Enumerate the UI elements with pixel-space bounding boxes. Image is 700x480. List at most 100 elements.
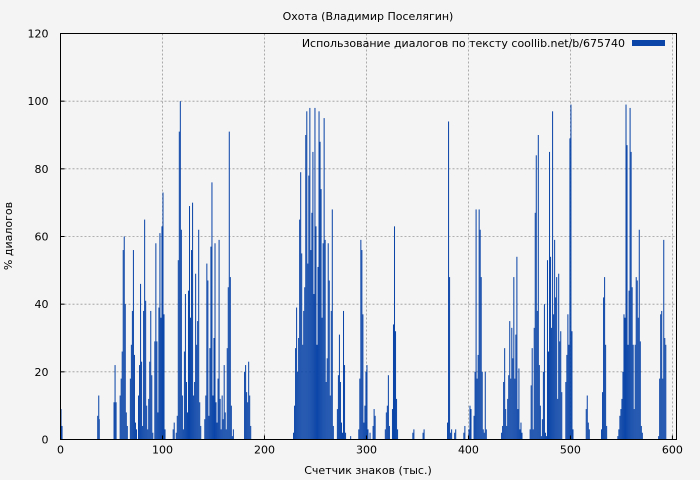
x-tick-label: 500 (560, 444, 581, 457)
bar (474, 371, 476, 440)
bar (635, 277, 637, 440)
bar (213, 338, 215, 440)
y-tick-label: 120 (28, 28, 49, 41)
bar (640, 425, 642, 440)
bar (98, 395, 100, 440)
bar (475, 209, 477, 440)
bar (450, 432, 452, 440)
bar (155, 243, 157, 440)
bar (141, 361, 143, 440)
bar (246, 392, 248, 440)
bar (392, 324, 394, 440)
bar (309, 107, 311, 440)
bar (97, 415, 99, 440)
bar (639, 341, 641, 440)
y-tick-label: 100 (28, 95, 49, 108)
bar (518, 368, 520, 440)
bar (620, 409, 622, 440)
bar (300, 172, 302, 440)
bar (586, 395, 588, 440)
bar (619, 415, 621, 440)
bar (149, 361, 151, 440)
bar (332, 425, 334, 440)
bar (224, 412, 226, 440)
bar (122, 250, 124, 440)
bar (336, 409, 338, 440)
bar (638, 229, 640, 440)
bar (345, 432, 347, 440)
bar (549, 151, 551, 440)
bar (311, 212, 313, 440)
bar (521, 432, 523, 440)
bar (318, 111, 320, 440)
bar (532, 429, 534, 440)
bar (175, 432, 177, 440)
bar (139, 365, 141, 440)
bar (622, 371, 624, 440)
bar (537, 135, 539, 440)
y-tick-label: 20 (35, 366, 49, 379)
bar (180, 229, 182, 440)
bar (553, 314, 555, 440)
bar (199, 402, 201, 440)
bar (316, 344, 318, 440)
bar (555, 297, 557, 440)
bar (324, 239, 326, 440)
bar (604, 277, 606, 440)
bar (329, 395, 331, 440)
bar (544, 432, 546, 440)
bar (219, 398, 221, 440)
bar (134, 422, 136, 440)
legend-swatch (632, 40, 665, 46)
bar (320, 189, 322, 440)
bar (138, 395, 140, 440)
bar (190, 317, 192, 440)
bar (463, 432, 465, 440)
bar (337, 375, 339, 440)
bar (531, 348, 533, 440)
bar (508, 375, 510, 440)
bar (601, 429, 603, 440)
bar (185, 381, 187, 440)
bar (374, 415, 376, 440)
bar (519, 429, 521, 440)
bar (321, 317, 323, 440)
bar (307, 263, 309, 440)
x-tick-label: 200 (254, 444, 275, 457)
bar (209, 348, 211, 440)
bar (218, 239, 220, 440)
bar (630, 151, 632, 440)
bar (121, 351, 123, 440)
bar (662, 378, 664, 440)
bar (330, 310, 332, 440)
x-tick-label: 600 (662, 444, 683, 457)
bar (120, 378, 122, 440)
bar (659, 378, 661, 440)
bar (298, 338, 300, 440)
bar (303, 310, 305, 440)
bar (481, 371, 483, 440)
bar (469, 405, 471, 440)
bar (156, 341, 158, 440)
bar (229, 277, 231, 440)
bar (158, 307, 160, 440)
bar (228, 131, 230, 440)
x-tick-label: 100 (152, 444, 173, 457)
bar (216, 422, 218, 440)
bar (61, 425, 63, 440)
bar (187, 290, 190, 440)
bar (310, 250, 312, 440)
bar (164, 429, 166, 440)
bar (369, 432, 371, 440)
bar (628, 290, 630, 440)
bar (314, 107, 316, 440)
bar (196, 344, 198, 440)
bar (225, 429, 227, 440)
bar (227, 287, 229, 440)
bar (340, 422, 342, 440)
bar (362, 314, 364, 440)
bar (178, 131, 180, 440)
bar (538, 365, 540, 440)
bar (560, 331, 562, 440)
bar (212, 395, 214, 440)
